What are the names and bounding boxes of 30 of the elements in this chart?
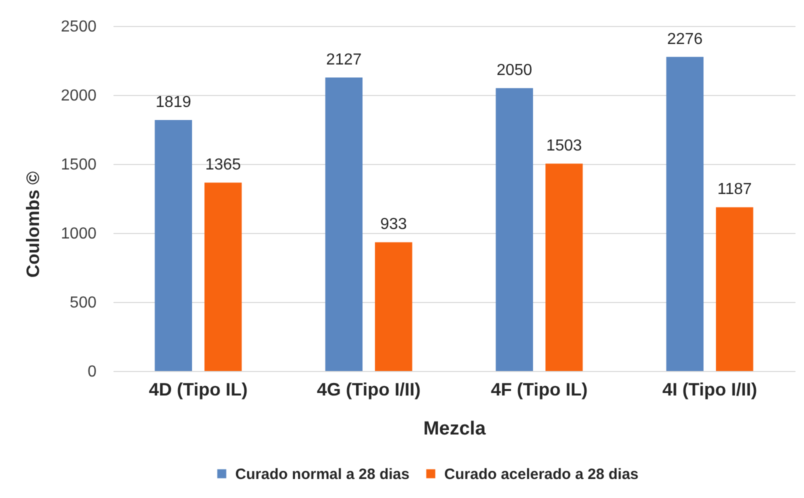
bar <box>496 88 534 371</box>
y-tick-label: 500 <box>70 294 97 312</box>
data-label: 1187 <box>717 181 752 198</box>
data-label: 2276 <box>667 30 703 48</box>
bar <box>374 242 412 371</box>
data-label: 1819 <box>156 94 192 111</box>
legend-label: Curado normal a 28 dias <box>235 466 410 483</box>
y-tick-label: 2500 <box>60 18 97 36</box>
legend-label: Curado acelerado a 28 dias <box>444 466 639 483</box>
bar <box>545 164 583 371</box>
data-label: 2050 <box>496 62 532 80</box>
x-tick-label: 4F (Tipo IL) <box>490 380 588 400</box>
bar <box>154 120 192 371</box>
bar <box>716 207 754 371</box>
y-tick-label: 2000 <box>60 88 97 104</box>
x-tick-label: 4G (Tipo I/II) <box>316 380 421 400</box>
data-label: 1503 <box>546 138 582 155</box>
data-label: 2127 <box>326 51 362 68</box>
y-tick-label: 1500 <box>60 156 97 174</box>
y-tick-label: 1000 <box>60 226 97 242</box>
y-axis-title: Coulombs © <box>22 171 43 278</box>
x-axis-title: Mezcla <box>423 418 486 440</box>
x-tick-label: 4D (Tipo IL) <box>148 380 248 400</box>
x-tick-label: 4I (Tipo I/II) <box>662 380 758 400</box>
bar <box>204 182 242 371</box>
bar <box>666 56 704 371</box>
data-label: 933 <box>380 216 408 234</box>
y-tick-label: 0 <box>88 364 97 380</box>
data-label: 1365 <box>205 156 241 174</box>
bar <box>325 77 363 371</box>
